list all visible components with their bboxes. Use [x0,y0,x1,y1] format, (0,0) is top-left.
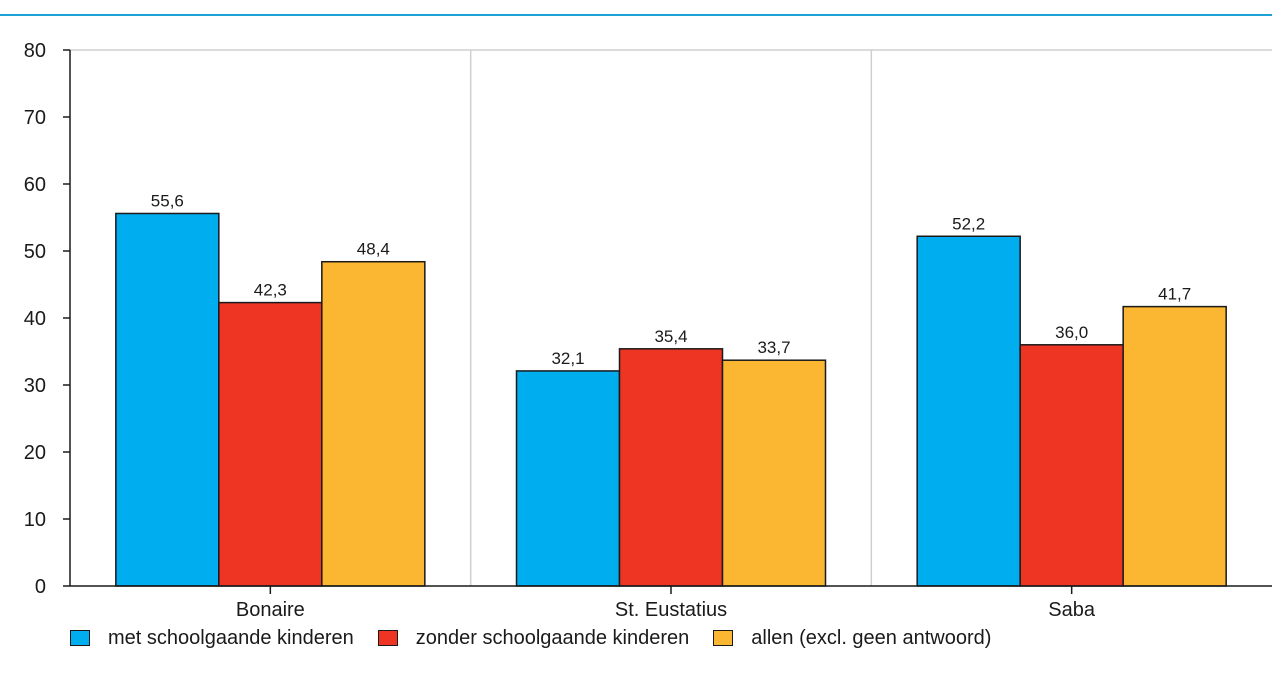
legend-swatch [713,630,734,646]
legend: met schoolgaande kinderen zonder schoolg… [70,622,1015,654]
bar [515,370,621,587]
data-label: 32,1 [551,349,584,368]
y-tick-label: 80 [24,40,46,62]
bar [115,212,220,587]
y-tick-label: 20 [24,442,46,464]
bar [1019,344,1124,587]
data-label: 35,4 [654,327,687,346]
y-tick-label: 70 [24,107,46,129]
legend-swatch [377,630,398,646]
data-label: 48,4 [357,240,390,259]
legend-swatch [70,630,90,646]
bar [218,301,323,587]
bar [721,359,827,587]
data-label: 36,0 [1055,323,1088,342]
data-label: 41,7 [1158,285,1191,304]
y-tick-label: 50 [24,241,46,263]
bar [618,348,724,587]
y-tick-label: 10 [24,509,46,531]
x-tick-label: Bonaire [236,599,305,620]
bar [916,235,1021,587]
bar [1122,305,1227,587]
legend-label: met schoolgaande kinderen [108,626,354,649]
data-label: 55,6 [151,191,184,210]
data-label: 42,3 [254,281,287,300]
y-tick-label: 30 [24,375,46,397]
x-tick-label: St. Eustatius [615,599,727,620]
bar-chart: 0 10 20 30 40 50 60 70 80 55,6 42,3 48,4 Bonaire 32,1… [24,40,1272,620]
y-tick-label: 0 [35,576,46,598]
bar [321,260,426,587]
y-tick-label: 40 [24,308,46,330]
legend-label: allen (excl. geen antwoord) [751,626,992,649]
data-label: 52,2 [952,214,985,233]
top-rule [0,14,1272,16]
x-tick-label: Saba [1048,599,1096,620]
y-tick-label: 60 [24,174,46,196]
legend-label: zonder schoolgaande kinderen [415,626,690,649]
legend-item-zonder-schoolgaande-kinderen: zonder schoolgaande kinderen [377,626,690,650]
data-label: 33,7 [757,338,790,357]
legend-item-allen: allen (excl. geen antwoord) [713,627,991,650]
legend-item-met-schoolgaande-kinderen: met schoolgaande kinderen [70,627,354,650]
